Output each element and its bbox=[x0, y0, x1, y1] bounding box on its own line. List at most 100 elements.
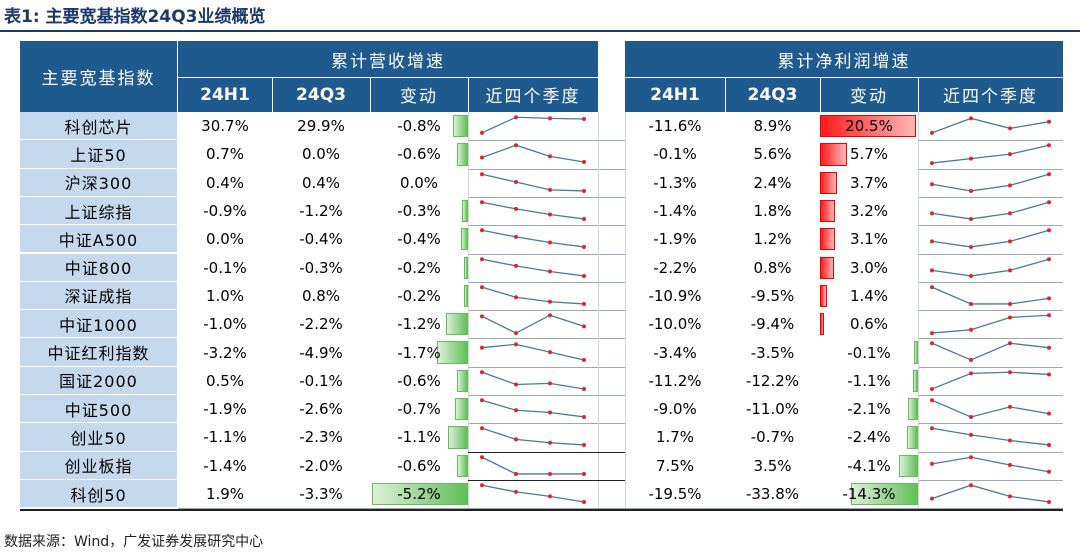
rev-24q3-text: -0.4% bbox=[299, 230, 343, 249]
sparkline-point-1 bbox=[969, 216, 973, 221]
sparkline-point-0 bbox=[930, 398, 934, 403]
rev-change: -1.7% bbox=[370, 338, 468, 367]
rev-quarter-trend-sparkline bbox=[480, 228, 586, 250]
pro-24q3-text: -9.5% bbox=[750, 286, 795, 305]
sparkline-point-2 bbox=[548, 494, 552, 499]
sparkline-point-0 bbox=[930, 386, 934, 391]
rev-24q3: -0.4% bbox=[272, 225, 370, 254]
pro-24q3-text: -12.2% bbox=[745, 371, 800, 390]
sparkline-point-2 bbox=[1008, 315, 1012, 320]
pro-24h1: -10.0% bbox=[625, 310, 725, 339]
rev-quarter-trend-sparkline bbox=[480, 426, 586, 448]
pro-change-text: 3.7% bbox=[849, 173, 889, 192]
pro-change: 3.7% bbox=[820, 168, 918, 197]
sparkline-point-2 bbox=[548, 350, 552, 355]
column-divider bbox=[468, 112, 469, 509]
rev-quarter-trend-sparkline bbox=[480, 285, 586, 306]
rev-24h1: -1.1% bbox=[178, 423, 272, 452]
pro-24h1-text: -2.2% bbox=[653, 258, 697, 277]
sparkline-point-3 bbox=[582, 188, 586, 193]
rev-quarter-trend-sparkline bbox=[480, 200, 586, 221]
index-name-text: 上证综指 bbox=[64, 202, 133, 222]
change-databar bbox=[820, 115, 916, 138]
row-divider bbox=[178, 196, 1063, 198]
rev-24h1-text: -0.9% bbox=[203, 202, 247, 221]
pro-subheader-0: 24H1 bbox=[625, 77, 725, 112]
index-name: 深证成指 bbox=[20, 281, 177, 311]
index-name-text: 创业50 bbox=[70, 428, 127, 448]
pro-subheader-2: 变动 bbox=[820, 77, 918, 112]
rev-24h1: 30.7% bbox=[178, 112, 272, 141]
pro-quarter-trend-sparkline bbox=[930, 341, 1051, 363]
rev-change-text: -0.7% bbox=[397, 400, 441, 419]
sparkline-point-3 bbox=[582, 414, 586, 419]
rev-24q3-text: -2.2% bbox=[299, 315, 343, 334]
change-databar bbox=[445, 313, 468, 336]
rev-change: -0.6% bbox=[370, 451, 468, 480]
sparkline-path bbox=[931, 399, 1050, 418]
pro-24h1: -2.2% bbox=[625, 253, 725, 282]
pro-24q3: -3.5% bbox=[725, 338, 820, 367]
sparkline-point-0 bbox=[480, 369, 484, 374]
rev-24h1-text: -1.0% bbox=[203, 315, 247, 334]
emphasis-divider bbox=[468, 479, 625, 481]
sparkline-path bbox=[481, 456, 584, 475]
sparkline-point-2 bbox=[548, 154, 552, 159]
pro-quarter-trend-sparkline bbox=[930, 369, 1051, 391]
row-divider bbox=[178, 310, 1063, 312]
rev-24h1-text: -1.9% bbox=[203, 400, 247, 419]
rev-24q3: -2.0% bbox=[272, 451, 370, 480]
pro-quarter-trend-sparkline bbox=[930, 483, 1051, 504]
sparkline-point-0 bbox=[480, 314, 484, 319]
sparkline-point-2 bbox=[1008, 152, 1012, 157]
sparkline-path bbox=[481, 344, 585, 361]
sparkline-point-1 bbox=[514, 437, 518, 442]
pro-24q3: -9.4% bbox=[725, 310, 820, 339]
rev-24q3: -4.9% bbox=[272, 338, 370, 367]
change-databar bbox=[462, 199, 468, 223]
sparkline-point-3 bbox=[582, 273, 586, 278]
sparkline-path bbox=[931, 456, 1050, 472]
pro-24h1-text: -1.9% bbox=[653, 230, 697, 249]
sparkline-point-0 bbox=[480, 200, 484, 205]
index-name-text: 中证800 bbox=[64, 259, 133, 279]
pro-quarter-trend-sparkline bbox=[930, 454, 1051, 474]
index-name-text: 中证A500 bbox=[58, 230, 139, 250]
rev-24q3: -2.2% bbox=[272, 310, 370, 339]
rev-change: 0.0% bbox=[370, 168, 468, 197]
change-databar bbox=[372, 482, 468, 506]
sparkline-point-2 bbox=[548, 212, 552, 217]
revenue-group-header-text: 累计营收增速 bbox=[331, 51, 445, 72]
sparkline-point-2 bbox=[548, 471, 552, 476]
pro-24q3: 0.8% bbox=[725, 253, 820, 282]
sparkline-point-2 bbox=[548, 187, 552, 192]
sparkline-point-3 bbox=[1047, 443, 1051, 448]
pro-quarter-trend-sparkline bbox=[930, 313, 1051, 336]
sparkline-point-0 bbox=[480, 130, 484, 135]
index-name-text: 上证50 bbox=[70, 145, 127, 165]
rev-24h1: -3.2% bbox=[178, 338, 272, 367]
change-databar bbox=[820, 143, 847, 166]
rev-24h1-text: 1.0% bbox=[205, 286, 245, 305]
rev-24h1-text: 0.7% bbox=[205, 145, 245, 164]
pro-24q3: 3.5% bbox=[725, 451, 820, 480]
change-databar bbox=[447, 426, 468, 449]
sparkline-point-2 bbox=[1008, 404, 1012, 409]
index-name-text: 沪深300 bbox=[64, 174, 133, 194]
row-divider bbox=[178, 366, 1063, 368]
pro-24q3: -9.5% bbox=[725, 281, 820, 311]
rev-subheader-3-text: 近四个季度 bbox=[485, 87, 581, 107]
rev-24h1-text: -1.1% bbox=[203, 428, 247, 447]
index-name: 创业板指 bbox=[20, 451, 177, 480]
rev-24q3-text: 0.4% bbox=[301, 173, 341, 192]
sparkline-point-3 bbox=[582, 160, 586, 165]
pro-subheader-1: 24Q3 bbox=[725, 77, 820, 112]
pro-24h1: 7.5% bbox=[625, 451, 725, 480]
sparkline-point-3 bbox=[1047, 499, 1051, 504]
sparkline-point-2 bbox=[1008, 494, 1012, 499]
rev-subheader-1-text: 24Q3 bbox=[296, 84, 346, 105]
sparkline-path bbox=[931, 314, 1050, 334]
rev-24h1: 0.0% bbox=[178, 225, 272, 254]
sparkline-point-1 bbox=[969, 327, 973, 332]
sparkline-point-3 bbox=[1047, 411, 1051, 416]
